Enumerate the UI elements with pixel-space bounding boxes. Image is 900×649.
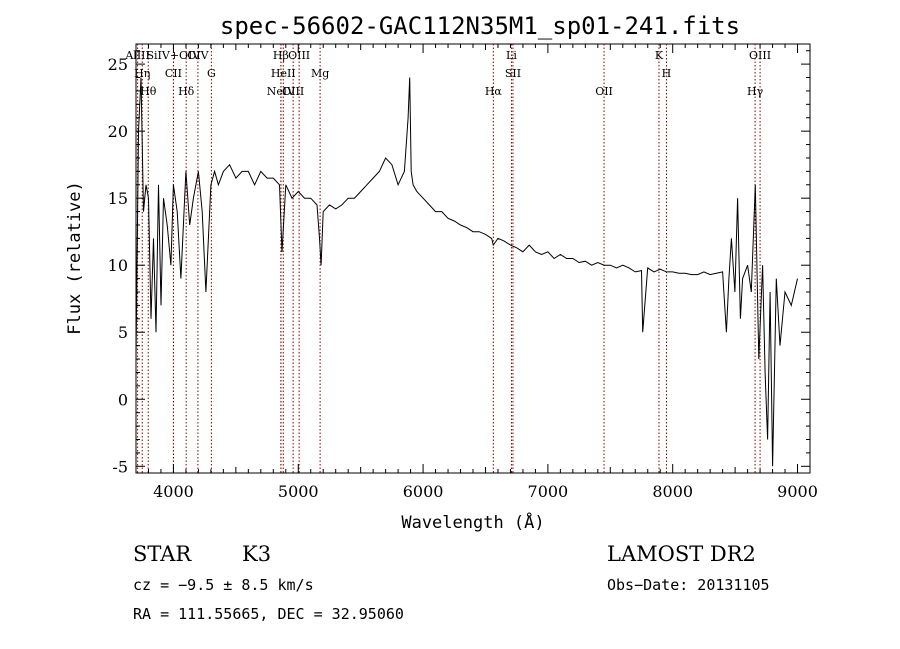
line-label-14: Hα: [485, 85, 503, 98]
line-label-3: SiIV+OIV: [147, 49, 202, 62]
line-label-15: Li: [506, 49, 517, 62]
y-tick-label-0: -5: [112, 457, 128, 476]
line-label-4: CII: [165, 67, 182, 80]
x-tick-label-0: 4000: [153, 482, 194, 501]
y-axis-ticks: -5 0 5 10 15 20 25: [108, 50, 810, 476]
x-axis-label: Wavelength (Å): [401, 511, 544, 533]
y-tick-label-3: 10: [108, 256, 128, 275]
line-label-5: Hδ: [178, 85, 195, 98]
line-label-2: Hθ: [140, 85, 157, 98]
line-label-16: SII: [505, 67, 521, 80]
y-tick-label-5: 20: [108, 122, 128, 141]
y-tick-label-6: 25: [108, 55, 128, 74]
line-label-8: NeIV: [267, 85, 296, 98]
y-tick-label-2: 5: [118, 323, 128, 342]
plot-frame: [135, 43, 811, 474]
line-label-21: OIII: [749, 49, 771, 62]
redshift-cz: cz = −9.5 ± 8.5 km/s: [133, 576, 314, 594]
line-label-19: H: [662, 67, 672, 80]
spectral-line-markers: [137, 44, 761, 473]
y-tick-label-4: 15: [108, 189, 128, 208]
line-label-0: AlIII: [124, 49, 150, 62]
spectral-line-labels: AlIII Hη Hθ SiIV+OIV CII Hδ OIV G NeIV Hβ HeII OIII…: [124, 49, 771, 98]
x-tick-label-1: 5000: [278, 482, 319, 501]
line-label-11: OIII: [282, 85, 304, 98]
line-label-18: K: [655, 49, 664, 62]
line-label-12: OIII: [288, 49, 310, 62]
spectrum-series-line: [135, 77, 798, 467]
line-label-13: Mg: [311, 67, 329, 80]
line-label-7: G: [207, 67, 216, 80]
y-tick-label-1: 0: [118, 390, 128, 409]
line-label-20: Hγ: [747, 85, 764, 98]
object-class: STAR: [133, 542, 192, 566]
object-subclass: K3: [242, 542, 271, 566]
line-label-1: Hη: [134, 67, 150, 80]
x-tick-label-5: 9000: [777, 482, 818, 501]
x-tick-label-3: 7000: [528, 482, 569, 501]
line-label-6: OIV: [187, 49, 209, 62]
line-label-17: OII: [595, 85, 613, 98]
line-label-9: Hβ: [273, 49, 289, 62]
observation-date: Obs−Date: 20131105: [607, 576, 770, 594]
x-axis-ticks: 4000 5000 6000 7000 8000 9000: [135, 44, 818, 501]
x-tick-label-4: 8000: [652, 482, 693, 501]
ra-dec: RA = 111.55665, DEC = 32.95060: [133, 605, 404, 623]
y-axis-label: Flux (relative): [65, 181, 85, 335]
line-label-10: HeII: [271, 67, 296, 80]
chart-title: spec-56602-GAC112N35M1_sp01-241.fits: [220, 12, 740, 40]
x-tick-label-2: 6000: [403, 482, 444, 501]
survey-name: LAMOST DR2: [607, 542, 756, 566]
